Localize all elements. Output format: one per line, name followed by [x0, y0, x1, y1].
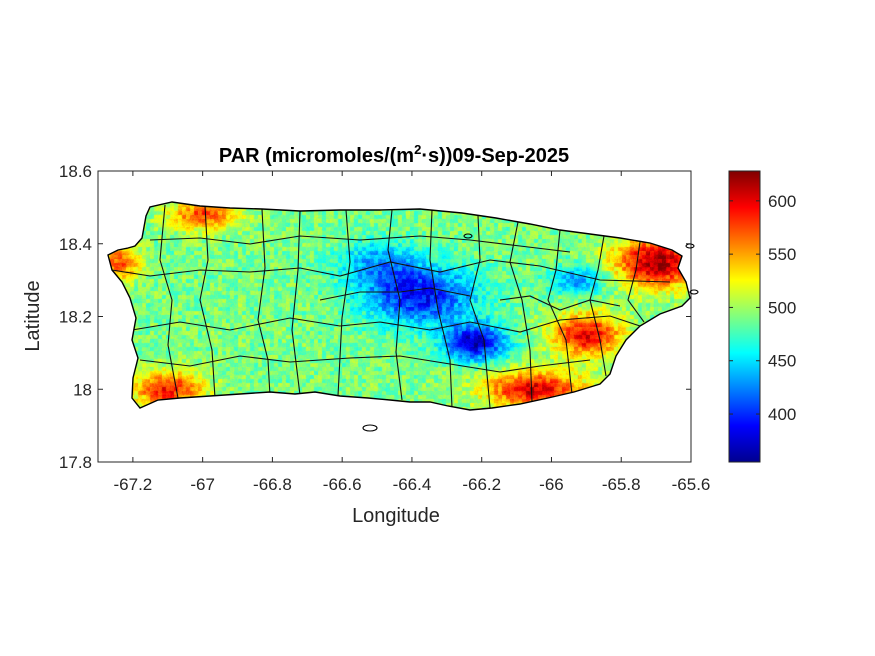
x-tick-label: -66.4: [393, 475, 432, 494]
offshore-islets: [362, 233, 699, 432]
x-axis-label: Longitude: [352, 505, 440, 527]
x-tick-label: -67: [190, 475, 215, 494]
municipality-boundary-line: [469, 215, 491, 409]
municipality-boundary-line: [547, 229, 573, 395]
municipality-boundary-line: [291, 210, 301, 396]
y-tick-label: 18.6: [59, 162, 92, 181]
y-tick-label: 18: [73, 380, 92, 399]
colorbar-tick-label: 550: [768, 245, 796, 264]
municipality-boundary-line: [159, 204, 179, 399]
x-axis-ticks: -67.2 -67 -66.8 -66.6 -66.4 -66.2 -66 -65.8 -65.…: [114, 171, 711, 494]
colorbar-ticks: 400 450 500 550 600: [729, 192, 796, 424]
x-tick-label: -65.6: [672, 475, 711, 494]
municipality-boundary-line: [149, 235, 571, 253]
islet-outline: [463, 233, 473, 239]
colorbar-tick-label: 600: [768, 192, 796, 211]
municipality-boundary-line: [627, 241, 645, 323]
x-tick-label: -67.2: [114, 475, 153, 494]
municipality-boundary-line: [337, 209, 351, 397]
y-axis-label: Latitude: [22, 280, 44, 351]
figure-title: PAR (micromoles/(m2·s))09-Sep-2025: [219, 142, 569, 167]
x-tick-label: -66: [539, 475, 564, 494]
y-tick-label: 17.8: [59, 453, 92, 472]
islet-outline: [362, 424, 378, 432]
colorbar: [728, 170, 761, 463]
x-tick-label: -66.8: [253, 475, 292, 494]
municipality-boundary-line: [387, 209, 403, 401]
x-tick-label: -65.8: [602, 475, 641, 494]
municipality-boundary-line: [429, 209, 453, 409]
islet-outline: [689, 289, 699, 295]
municipality-boundary-line: [139, 355, 591, 373]
colorbar-tick-label: 400: [768, 405, 796, 424]
municipality-boundary-line: [131, 315, 641, 333]
y-tick-label: 18.4: [59, 235, 92, 254]
municipality-boundary-line: [111, 259, 671, 283]
municipality-boundary-line: [319, 287, 471, 301]
y-axis-ticks: 17.8 18 18.2 18.4 18.6: [59, 162, 691, 472]
municipality-boundary-line: [199, 205, 216, 399]
x-tick-label: -66.2: [462, 475, 501, 494]
y-tick-label: 18.2: [59, 308, 92, 327]
municipality-boundary-line: [499, 295, 621, 311]
x-tick-label: -66.6: [323, 475, 362, 494]
municipality-boundaries: [111, 204, 671, 409]
colorbar-tick-label: 500: [768, 298, 796, 317]
municipality-boundary-line: [257, 208, 271, 397]
colorbar-tick-label: 450: [768, 352, 796, 371]
island-coastline: [107, 201, 691, 411]
